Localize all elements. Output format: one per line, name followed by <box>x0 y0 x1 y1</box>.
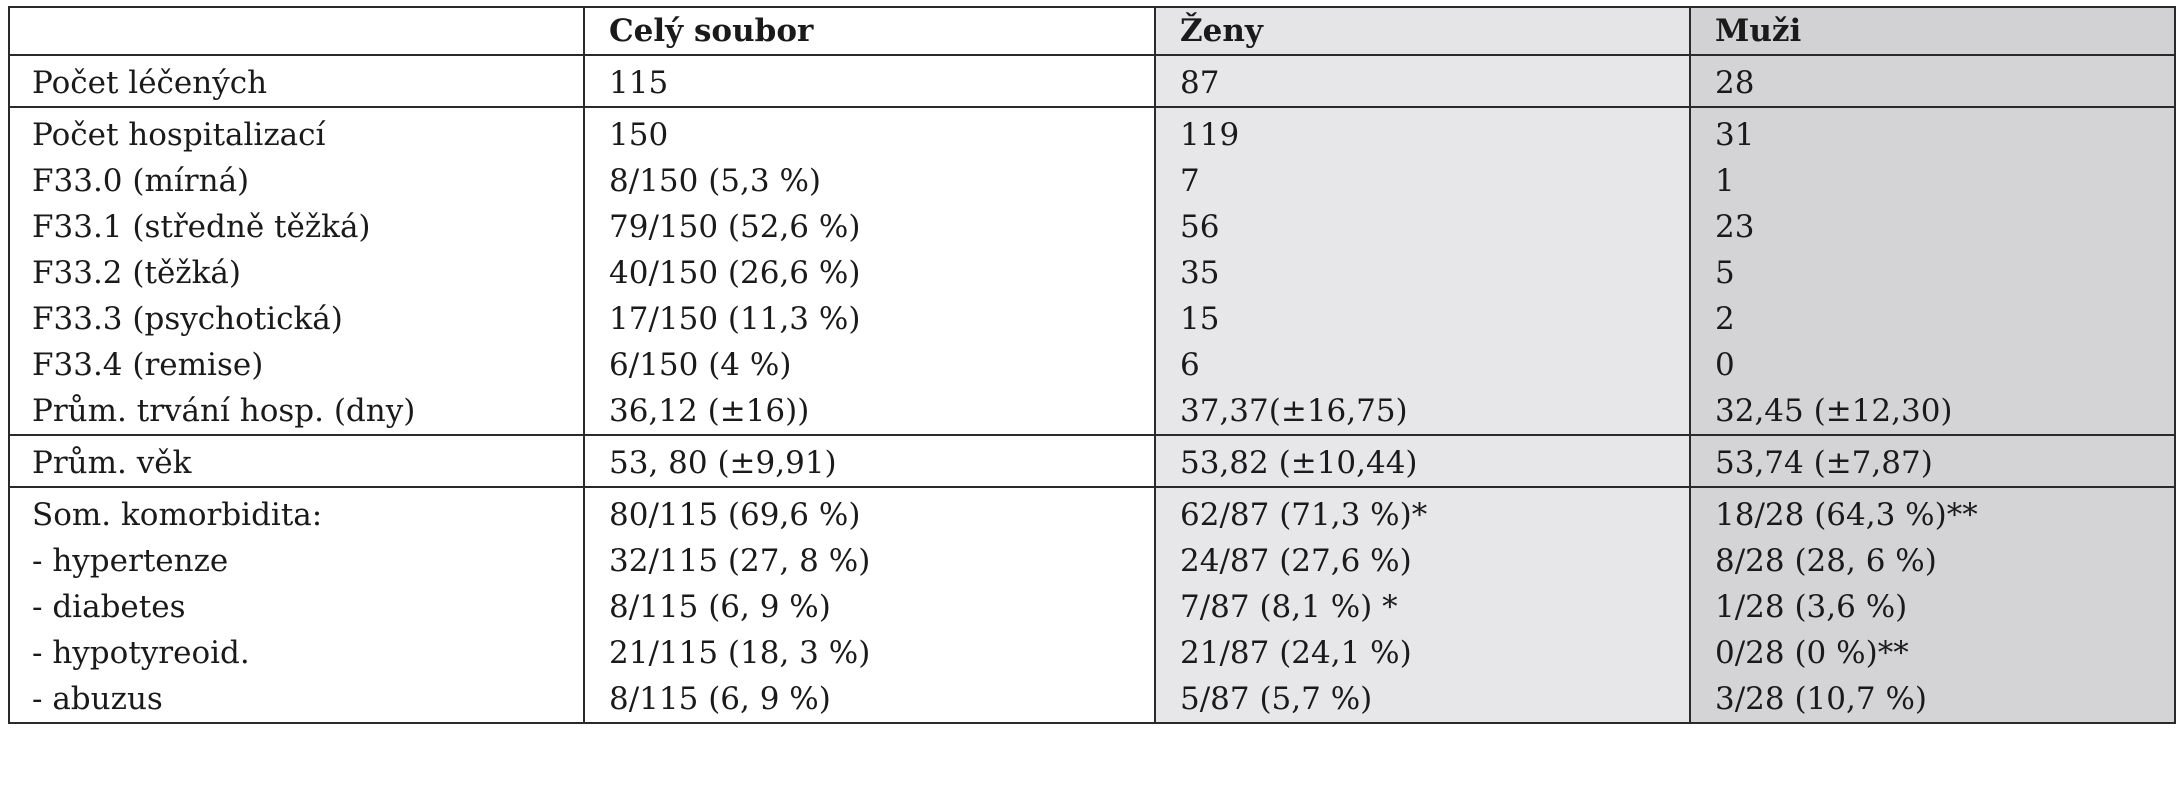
cell-label: - hypertenze <box>32 543 229 579</box>
table-row: F33.0 (mírná) 8/150 (5,3 %) 7 1 <box>9 158 2175 204</box>
cell-women: 7/87 (8,1 %) * <box>1154 584 1690 630</box>
cell-men: 1/28 (3,6 %) <box>1689 584 2175 630</box>
table-row: F33.1 (středně těžká) 79/150 (52,6 %) 56 23 <box>9 204 2175 250</box>
header-cell-women: Ženy <box>1154 7 1690 56</box>
cell-women: 35 <box>1154 250 1690 296</box>
cell-men: 1 <box>1689 158 2175 204</box>
table-row: F33.3 (psychotická) 17/150 (11,3 %) 15 2 <box>9 296 2175 342</box>
cell-men: 23 <box>1689 204 2175 250</box>
cell-total: 150 <box>583 106 1155 158</box>
table-header: Celý soubor Ženy Muži <box>9 7 2175 56</box>
cell-label: F33.4 (remise) <box>32 347 264 383</box>
table-row: Počet hospitalizací 150 119 31 <box>9 106 2175 158</box>
cell-women: 87 <box>1154 55 1690 107</box>
cell-total: 6/150 (4 %) <box>583 342 1155 388</box>
cell-men: 5 <box>1689 250 2175 296</box>
cell-label: - diabetes <box>32 589 186 625</box>
table-row: - abuzus 8/115 (6, 9 %) 5/87 (5,7 %) 3/28 (… <box>9 676 2175 723</box>
cell-label: F33.0 (mírná) <box>32 163 250 199</box>
cell-label: Počet hospitalizací <box>9 106 584 158</box>
cell-total: 8/115 (6, 9 %) <box>583 584 1155 630</box>
table-row: Som. komorbidita: 80/115 (69,6 %) 62/87 (7… <box>9 486 2175 538</box>
cell-men: 31 <box>1689 106 2175 158</box>
header-cell-men: Muži <box>1689 7 2175 56</box>
cell-women: 119 <box>1154 106 1690 158</box>
cell-label: Prům. věk <box>9 434 584 487</box>
header-cell-total: Celý soubor <box>583 7 1155 56</box>
cell-total: 8/150 (5,3 %) <box>583 158 1155 204</box>
cell-total: 36,12 (±16)) <box>583 388 1155 435</box>
table-row: Prům. trvání hosp. (dny) 36,12 (±16)) 37,3… <box>9 388 2175 435</box>
table-row: Prům. věk 53, 80 (±9,91) 53,82 (±10,44) 53,… <box>9 434 2175 487</box>
table-row: - hypotyreoid. 21/115 (18, 3 %) 21/87 (24,… <box>9 630 2175 676</box>
table-row: - diabetes 8/115 (6, 9 %) 7/87 (8,1 %) * 1/… <box>9 584 2175 630</box>
cell-total: 32/115 (27, 8 %) <box>583 538 1155 584</box>
cell-label: - abuzus <box>32 681 163 717</box>
cell-total: 40/150 (26,6 %) <box>583 250 1155 296</box>
cell-women: 56 <box>1154 204 1690 250</box>
cell-women: 7 <box>1154 158 1690 204</box>
cell-men: 18/28 (64,3 %)** <box>1689 486 2175 538</box>
cell-men: 0/28 (0 %)** <box>1689 630 2175 676</box>
cell-women: 62/87 (71,3 %)* <box>1154 486 1690 538</box>
cell-men: 53,74 (±7,87) <box>1689 434 2175 487</box>
cell-total: 79/150 (52,6 %) <box>583 204 1155 250</box>
table-row: F33.2 (těžká) 40/150 (26,6 %) 35 5 <box>9 250 2175 296</box>
cell-label: F33.1 (středně těžká) <box>32 209 371 245</box>
cell-men: 2 <box>1689 296 2175 342</box>
cell-women: 53,82 (±10,44) <box>1154 434 1690 487</box>
cell-women: 5/87 (5,7 %) <box>1154 676 1690 723</box>
cell-label: Som. komorbidita: <box>9 486 584 538</box>
cell-total: 8/115 (6, 9 %) <box>583 676 1155 723</box>
statistics-table: Celý soubor Ženy Muži Počet léčených 115 8… <box>8 6 2176 724</box>
header-row: Celý soubor Ženy Muži <box>9 7 2175 56</box>
cell-total: 21/115 (18, 3 %) <box>583 630 1155 676</box>
table-row: - hypertenze 32/115 (27, 8 %) 24/87 (27,6 … <box>9 538 2175 584</box>
cell-label: Prům. trvání hosp. (dny) <box>32 393 416 429</box>
header-cell-label <box>9 7 584 56</box>
table-row: F33.4 (remise) 6/150 (4 %) 6 0 <box>9 342 2175 388</box>
cell-men: 3/28 (10,7 %) <box>1689 676 2175 723</box>
cell-label: - hypotyreoid. <box>32 635 250 671</box>
cell-label: F33.3 (psychotická) <box>32 301 343 337</box>
cell-total: 115 <box>583 55 1155 107</box>
cell-men: 28 <box>1689 55 2175 107</box>
cell-men: 32,45 (±12,30) <box>1689 388 2175 435</box>
cell-total: 80/115 (69,6 %) <box>583 486 1155 538</box>
cell-label: F33.2 (těžká) <box>32 255 241 291</box>
data-table-container: Celý soubor Ženy Muži Počet léčených 115 8… <box>8 6 2176 724</box>
cell-men: 8/28 (28, 6 %) <box>1689 538 2175 584</box>
cell-women: 24/87 (27,6 %) <box>1154 538 1690 584</box>
cell-women: 21/87 (24,1 %) <box>1154 630 1690 676</box>
table-row: Počet léčených 115 87 28 <box>9 55 2175 107</box>
cell-men: 0 <box>1689 342 2175 388</box>
cell-women: 6 <box>1154 342 1690 388</box>
cell-women: 37,37(±16,75) <box>1154 388 1690 435</box>
table-body: Počet léčených 115 87 28 Počet hospitalizací… <box>9 55 2175 723</box>
cell-total: 53, 80 (±9,91) <box>583 434 1155 487</box>
cell-women: 15 <box>1154 296 1690 342</box>
cell-total: 17/150 (11,3 %) <box>583 296 1155 342</box>
cell-label: Počet léčených <box>32 65 268 101</box>
